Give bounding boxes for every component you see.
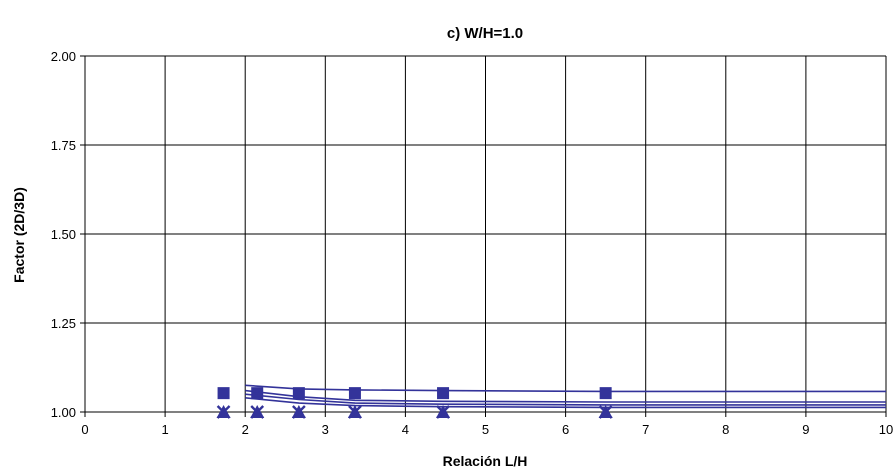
x-tick-label: 2 <box>242 422 249 437</box>
square-marker <box>217 387 230 400</box>
square-marker <box>599 387 612 400</box>
chart-title: c) W/H=1.0 <box>447 25 523 42</box>
x-tick-label: 4 <box>402 422 409 437</box>
x-tick-label: 9 <box>802 422 809 437</box>
series-line <box>245 389 886 403</box>
square-marker <box>348 387 361 400</box>
y-tick-label: 1.75 <box>51 138 76 153</box>
y-tick-label: 1.50 <box>51 227 76 242</box>
y-tick-label: 1.25 <box>51 316 76 331</box>
x-tick-label: 3 <box>322 422 329 437</box>
series-3 <box>216 393 886 419</box>
y-tick-label: 1.00 <box>51 405 76 420</box>
cross-marker <box>250 405 265 419</box>
cross-marker <box>436 405 450 419</box>
x-tick-label: 0 <box>81 422 88 437</box>
x-tick-label: 5 <box>482 422 489 437</box>
cross-marker <box>348 405 362 419</box>
x-tick-label: 7 <box>642 422 649 437</box>
series-line <box>245 384 886 393</box>
series-line <box>245 393 886 406</box>
tick-labels: 0 1 2 3 4 5 6 7 8 9 10 1.00 1.25 1.50 1.75 2.00 <box>51 49 894 437</box>
series-4 <box>245 397 886 409</box>
y-axis-title: Factor (2D/3D) <box>11 187 27 283</box>
x-axis-title: Relación L/H <box>443 453 528 469</box>
y-tick-label: 2.00 <box>51 49 76 64</box>
x-tick-label: 8 <box>722 422 729 437</box>
grid <box>80 55 887 417</box>
square-marker <box>437 387 450 400</box>
cross-marker <box>216 405 231 419</box>
series-1 <box>217 384 886 400</box>
x-tick-label: 6 <box>562 422 569 437</box>
x-tick-label: 10 <box>879 422 893 437</box>
cross-marker <box>292 405 306 419</box>
x-tick-label: 1 <box>161 422 168 437</box>
series-group <box>216 384 886 419</box>
series-line <box>245 397 886 409</box>
